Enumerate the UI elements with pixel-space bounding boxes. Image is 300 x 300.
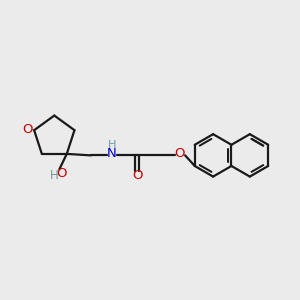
Text: H: H xyxy=(50,169,59,182)
Text: N: N xyxy=(107,147,117,160)
Text: O: O xyxy=(22,123,33,136)
Text: O: O xyxy=(56,167,67,180)
Text: O: O xyxy=(175,147,185,161)
Text: H: H xyxy=(108,140,116,150)
Text: O: O xyxy=(132,169,142,182)
